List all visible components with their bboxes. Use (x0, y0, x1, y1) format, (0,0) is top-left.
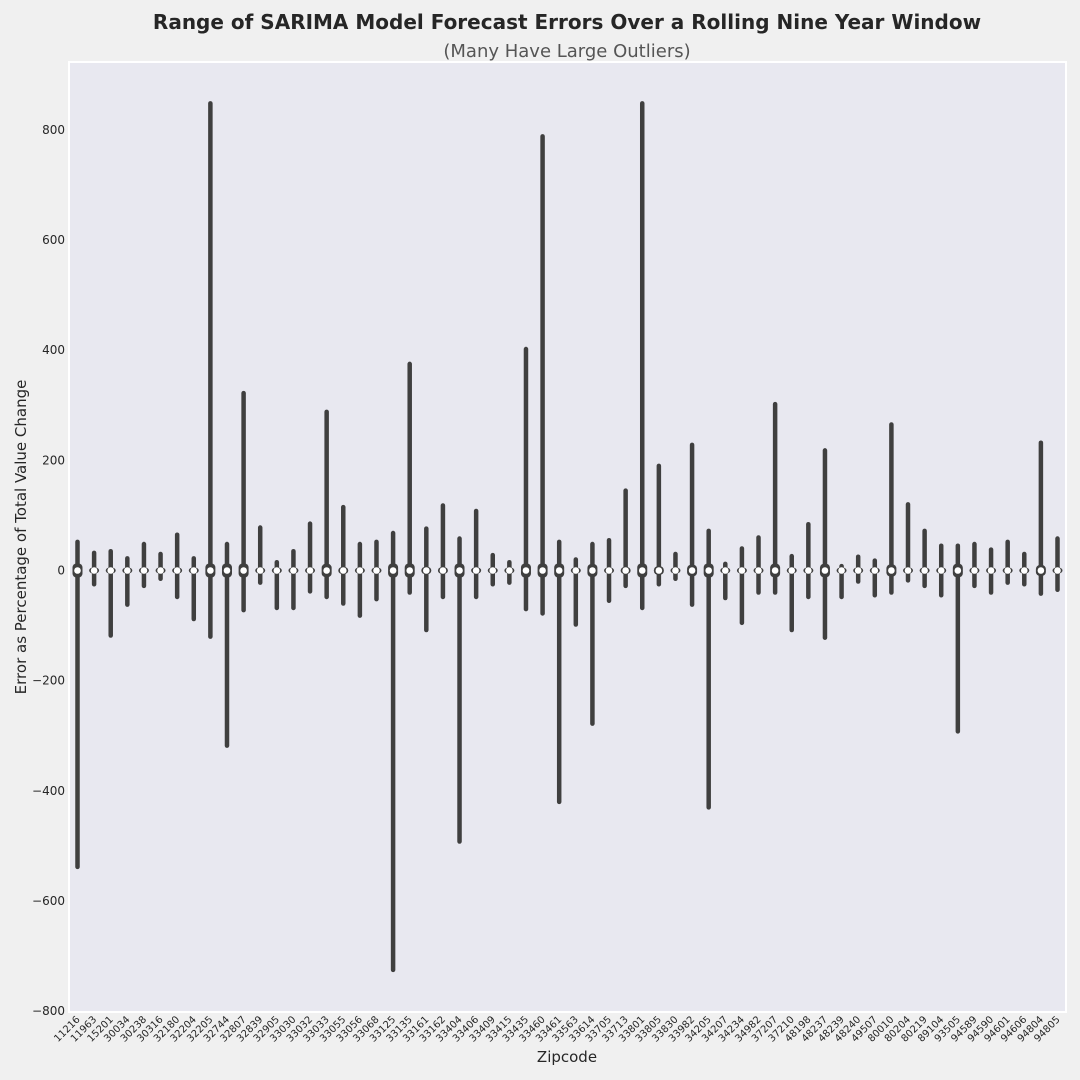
y-tick-label: 0 (57, 564, 65, 578)
violin-median (489, 567, 497, 574)
violin-median (157, 567, 164, 574)
y-axis-ticks: −800 −600 −400 −200 0 200 400 600 800 (32, 123, 65, 1018)
violin-median (805, 567, 812, 574)
violin-median (888, 567, 895, 574)
violin-median (207, 567, 214, 574)
violin-median (555, 567, 563, 574)
violin-median (290, 567, 297, 574)
violin-median (323, 567, 330, 574)
violin-median (256, 567, 264, 574)
chart-title: Range of SARIMA Model Forecast Errors Ov… (153, 10, 981, 34)
violin-median (373, 567, 380, 574)
violin-median (472, 567, 480, 574)
violin-median (273, 567, 281, 574)
violin-median (173, 567, 181, 574)
violin-median (389, 567, 397, 574)
violin-median (638, 567, 646, 574)
plot-area (68, 61, 1067, 1013)
y-axis-label: Error as Percentage of Total Value Chang… (12, 380, 30, 695)
violin-median (921, 567, 928, 574)
violin-median (456, 567, 463, 574)
violin-median (655, 567, 663, 574)
violin-median (406, 567, 414, 574)
violin-median (506, 567, 513, 574)
violin-median (821, 567, 829, 574)
violin-median (107, 567, 115, 574)
violin-median (223, 567, 231, 574)
violin-median (771, 567, 779, 574)
violins-group (72, 101, 1063, 973)
y-tick-label: −200 (32, 674, 65, 688)
y-tick-label: 400 (42, 343, 65, 357)
violin-median (871, 567, 879, 574)
violin-median (738, 567, 746, 574)
y-tick-label: −600 (32, 894, 65, 908)
violin-median (1020, 567, 1028, 574)
chart-subtitle: (Many Have Large Outliers) (443, 41, 690, 62)
violin-median (572, 567, 580, 574)
y-tick-label: 200 (42, 453, 65, 467)
x-axis-ticks: 1121611963152013003430238303163218032204… (52, 1014, 1062, 1044)
y-tick-label: −400 (32, 784, 65, 798)
violin-median (1054, 567, 1061, 574)
violin-median (356, 567, 364, 574)
violin-median (622, 567, 629, 574)
violin-median (937, 567, 945, 574)
violin-median (705, 567, 712, 574)
violin-median (423, 567, 430, 574)
violin-median (240, 567, 247, 574)
violin-median (74, 567, 81, 574)
violin-median (788, 567, 796, 574)
violin-median (306, 567, 314, 574)
x-axis-label: Zipcode (537, 1048, 597, 1066)
violin-median (90, 567, 98, 574)
violin-median (439, 567, 447, 574)
violin-median (721, 567, 729, 574)
violin-median (339, 567, 347, 574)
violin-median (971, 567, 978, 574)
violin-median (954, 567, 962, 574)
violin-median (987, 567, 995, 574)
violin-median (854, 567, 862, 574)
violin-median (904, 567, 912, 574)
violin-median (1004, 567, 1011, 574)
y-tick-label: −800 (32, 1004, 65, 1018)
violin-median (755, 567, 762, 574)
y-tick-label: 800 (42, 123, 65, 137)
violin-median (124, 567, 131, 574)
violin-median (1037, 567, 1045, 574)
violin-median (688, 567, 696, 574)
violin-median (589, 567, 596, 574)
y-tick-label: 600 (42, 233, 65, 247)
violin-median (605, 567, 613, 574)
violin-median (672, 567, 679, 574)
violin-median (190, 567, 198, 574)
violin-median (838, 567, 845, 574)
violin-median (539, 567, 546, 574)
violin-median (140, 567, 148, 574)
violin-median (522, 567, 530, 574)
